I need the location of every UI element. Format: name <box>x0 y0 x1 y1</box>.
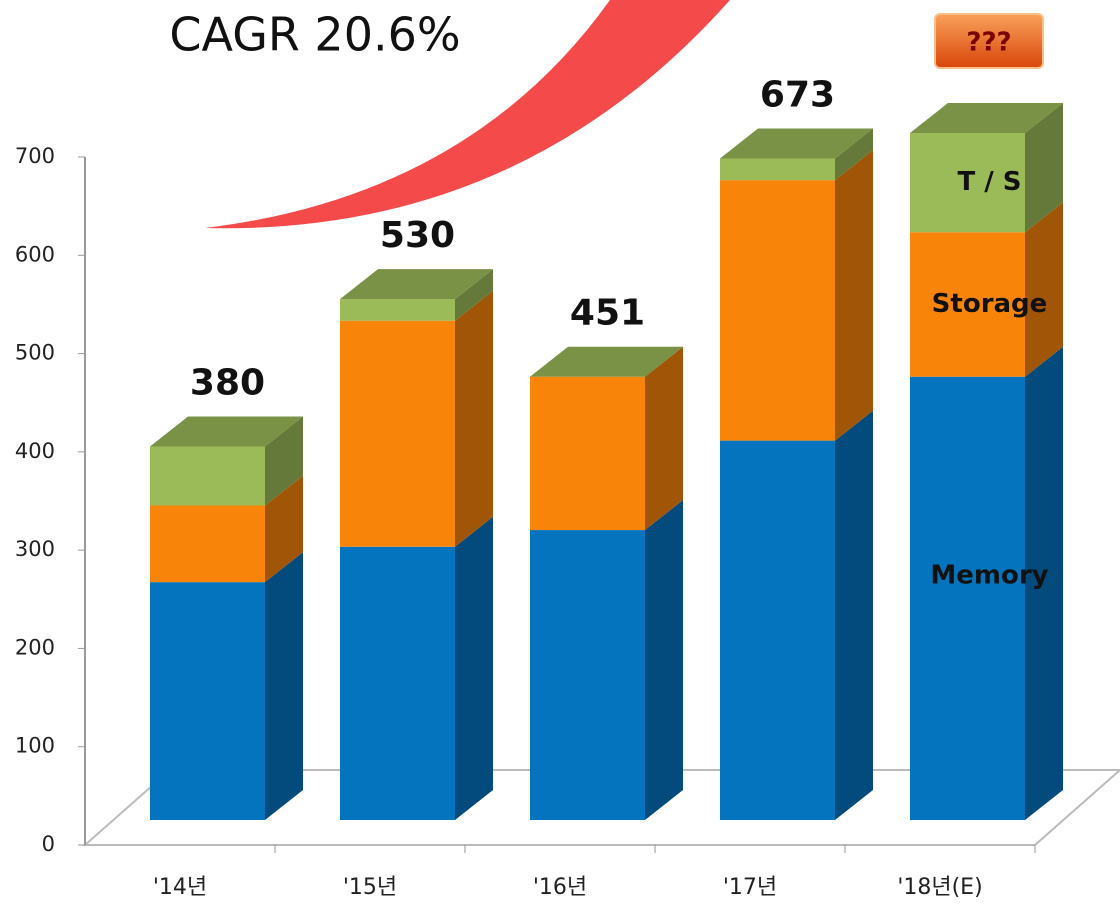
chart-title: CAGR 20.6% <box>169 8 460 62</box>
bar-segment <box>910 132 1025 233</box>
bar-segment <box>720 440 835 820</box>
growth-arrow <box>205 0 730 229</box>
x-tick-label: '17년 <box>723 875 777 900</box>
bar-side <box>265 475 303 583</box>
badge-text: ??? <box>966 28 1011 58</box>
x-tick-label: '15년 <box>343 875 397 900</box>
bar-segment <box>150 505 265 583</box>
bar-segment <box>530 530 645 820</box>
series-label: Memory <box>930 561 1048 591</box>
bar-side <box>455 269 493 321</box>
series-label: T / S <box>957 167 1021 197</box>
bar-side <box>835 150 873 441</box>
bar-segment <box>150 446 265 506</box>
total-label: 673 <box>760 75 835 116</box>
x-tick-label: '18년(E) <box>897 875 982 900</box>
bar-top <box>150 416 303 447</box>
bar-top <box>530 346 683 377</box>
bar-side <box>455 516 493 820</box>
bar-side <box>645 346 683 531</box>
badge <box>934 13 1044 69</box>
bar-top <box>340 269 493 300</box>
bar-top <box>910 102 1063 133</box>
bar-segment <box>340 320 455 547</box>
y-tick-label: 200 <box>15 635 55 659</box>
bar-side <box>1025 202 1063 377</box>
y-tick-label: 500 <box>15 341 55 365</box>
bar-segment <box>150 582 265 820</box>
bar-segment <box>910 376 1025 820</box>
y-tick-label: 700 <box>15 144 55 168</box>
bar-segment <box>340 299 455 321</box>
y-tick-label: 300 <box>15 537 55 561</box>
bar-side <box>265 552 303 820</box>
floor <box>82 769 1120 846</box>
bar-segment <box>720 158 835 181</box>
bar-side <box>265 416 303 506</box>
bar-segment <box>910 232 1025 377</box>
y-tick-label: 100 <box>15 734 55 758</box>
bar-side <box>455 290 493 547</box>
bar-side <box>1025 346 1063 820</box>
bar-side <box>835 410 873 820</box>
bar-side <box>835 128 873 181</box>
series-label: Storage <box>932 289 1048 319</box>
total-label: 380 <box>190 363 265 404</box>
x-tick-label: '16년 <box>533 875 587 900</box>
bar-segment <box>720 180 835 441</box>
bar-segment <box>340 546 455 820</box>
bar-side <box>645 500 683 820</box>
x-tick-label: '14년 <box>153 875 207 900</box>
y-tick-label: 600 <box>15 242 55 266</box>
total-label: 451 <box>570 293 645 334</box>
bar-side <box>1025 102 1063 233</box>
y-tick-label: 400 <box>15 439 55 463</box>
y-tick-label: 0 <box>42 832 55 856</box>
bar-segment <box>530 376 645 531</box>
bar-top <box>720 128 873 159</box>
total-label: 530 <box>380 215 455 256</box>
